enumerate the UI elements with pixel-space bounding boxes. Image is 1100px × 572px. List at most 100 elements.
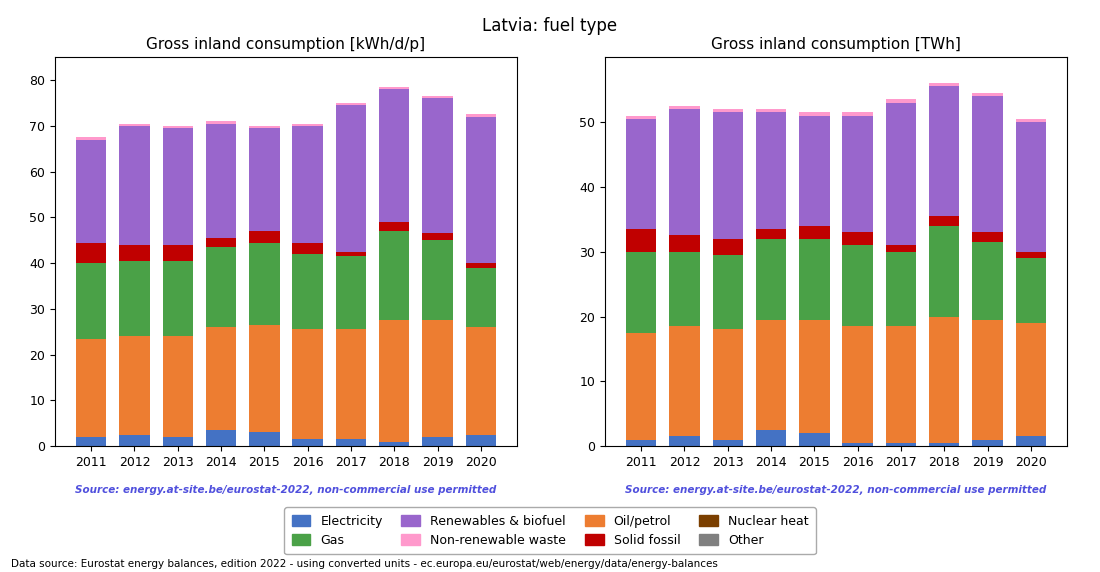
Bar xyxy=(206,327,236,430)
Bar xyxy=(422,233,453,240)
Bar xyxy=(76,140,107,243)
Bar xyxy=(713,109,743,112)
Bar xyxy=(669,436,700,446)
Bar xyxy=(930,443,959,446)
Bar xyxy=(250,126,279,128)
Bar xyxy=(1015,323,1046,436)
Bar xyxy=(930,86,959,216)
Bar xyxy=(972,320,1003,440)
Bar xyxy=(465,117,496,263)
Bar xyxy=(800,320,829,433)
Bar xyxy=(886,252,916,326)
Bar xyxy=(886,326,916,443)
Bar xyxy=(1015,122,1046,252)
Bar xyxy=(422,98,453,233)
Bar xyxy=(1015,436,1046,446)
Bar xyxy=(336,105,366,252)
Bar xyxy=(1015,252,1046,258)
Bar xyxy=(1015,119,1046,122)
Bar xyxy=(800,226,829,239)
Bar xyxy=(379,87,409,89)
Bar xyxy=(422,437,453,446)
Bar xyxy=(800,433,829,446)
Bar xyxy=(293,243,322,254)
Bar xyxy=(250,128,279,231)
Bar xyxy=(800,239,829,320)
Bar xyxy=(626,119,657,229)
Bar xyxy=(465,435,496,446)
Bar xyxy=(886,245,916,252)
Bar xyxy=(713,440,743,446)
Bar xyxy=(465,263,496,268)
Bar xyxy=(669,252,700,326)
Text: Data source: Eurostat energy balances, edition 2022 - using converted units - ec: Data source: Eurostat energy balances, e… xyxy=(11,559,718,569)
Text: Source: energy.at-site.be/eurostat-2022, non-commercial use permitted: Source: energy.at-site.be/eurostat-2022,… xyxy=(626,485,1046,495)
Bar xyxy=(756,239,786,320)
Bar xyxy=(972,93,1003,96)
Bar xyxy=(76,339,107,437)
Bar xyxy=(756,112,786,229)
Bar xyxy=(756,109,786,112)
Bar xyxy=(756,229,786,239)
Bar xyxy=(76,437,107,446)
Bar xyxy=(119,261,150,336)
Bar xyxy=(669,109,700,236)
Bar xyxy=(422,240,453,320)
Title: Gross inland consumption [TWh]: Gross inland consumption [TWh] xyxy=(711,37,961,52)
Bar xyxy=(756,320,786,430)
Bar xyxy=(800,112,829,116)
Bar xyxy=(250,432,279,446)
Bar xyxy=(163,437,192,446)
Bar xyxy=(336,256,366,329)
Bar xyxy=(972,440,1003,446)
Bar xyxy=(972,242,1003,320)
Bar xyxy=(972,96,1003,232)
Bar xyxy=(713,112,743,239)
Bar xyxy=(930,226,959,316)
Bar xyxy=(163,245,192,261)
Bar xyxy=(76,243,107,263)
Text: Latvia: fuel type: Latvia: fuel type xyxy=(483,17,617,35)
Bar xyxy=(379,320,409,442)
Bar xyxy=(843,245,872,326)
Legend: Electricity, Gas, Renewables & biofuel, Non-renewable waste, Oil/petrol, Solid f: Electricity, Gas, Renewables & biofuel, … xyxy=(284,507,816,554)
Bar xyxy=(886,100,916,102)
Bar xyxy=(293,439,322,446)
Bar xyxy=(713,239,743,255)
Bar xyxy=(843,112,872,116)
Bar xyxy=(626,333,657,440)
Bar xyxy=(163,336,192,437)
Bar xyxy=(626,116,657,119)
Bar xyxy=(465,268,496,327)
Bar xyxy=(626,229,657,252)
Bar xyxy=(972,232,1003,242)
Bar xyxy=(843,443,872,446)
Bar xyxy=(336,103,366,105)
Bar xyxy=(756,430,786,446)
Bar xyxy=(336,252,366,256)
Bar xyxy=(163,126,192,128)
Bar xyxy=(626,252,657,333)
Bar xyxy=(206,121,236,124)
Bar xyxy=(293,329,322,439)
Bar xyxy=(119,435,150,446)
Bar xyxy=(119,124,150,126)
Bar xyxy=(119,126,150,245)
Title: Gross inland consumption [kWh/d/p]: Gross inland consumption [kWh/d/p] xyxy=(146,37,426,52)
Bar xyxy=(422,96,453,98)
Bar xyxy=(379,231,409,320)
Bar xyxy=(843,116,872,232)
Bar xyxy=(250,325,279,432)
Bar xyxy=(206,247,236,327)
Bar xyxy=(293,126,322,243)
Bar xyxy=(930,83,959,86)
Bar xyxy=(293,124,322,126)
Bar xyxy=(886,102,916,245)
Bar xyxy=(843,326,872,443)
Bar xyxy=(465,114,496,117)
Bar xyxy=(379,89,409,222)
Bar xyxy=(293,254,322,329)
Bar xyxy=(930,316,959,443)
Bar xyxy=(626,440,657,446)
Bar xyxy=(713,255,743,329)
